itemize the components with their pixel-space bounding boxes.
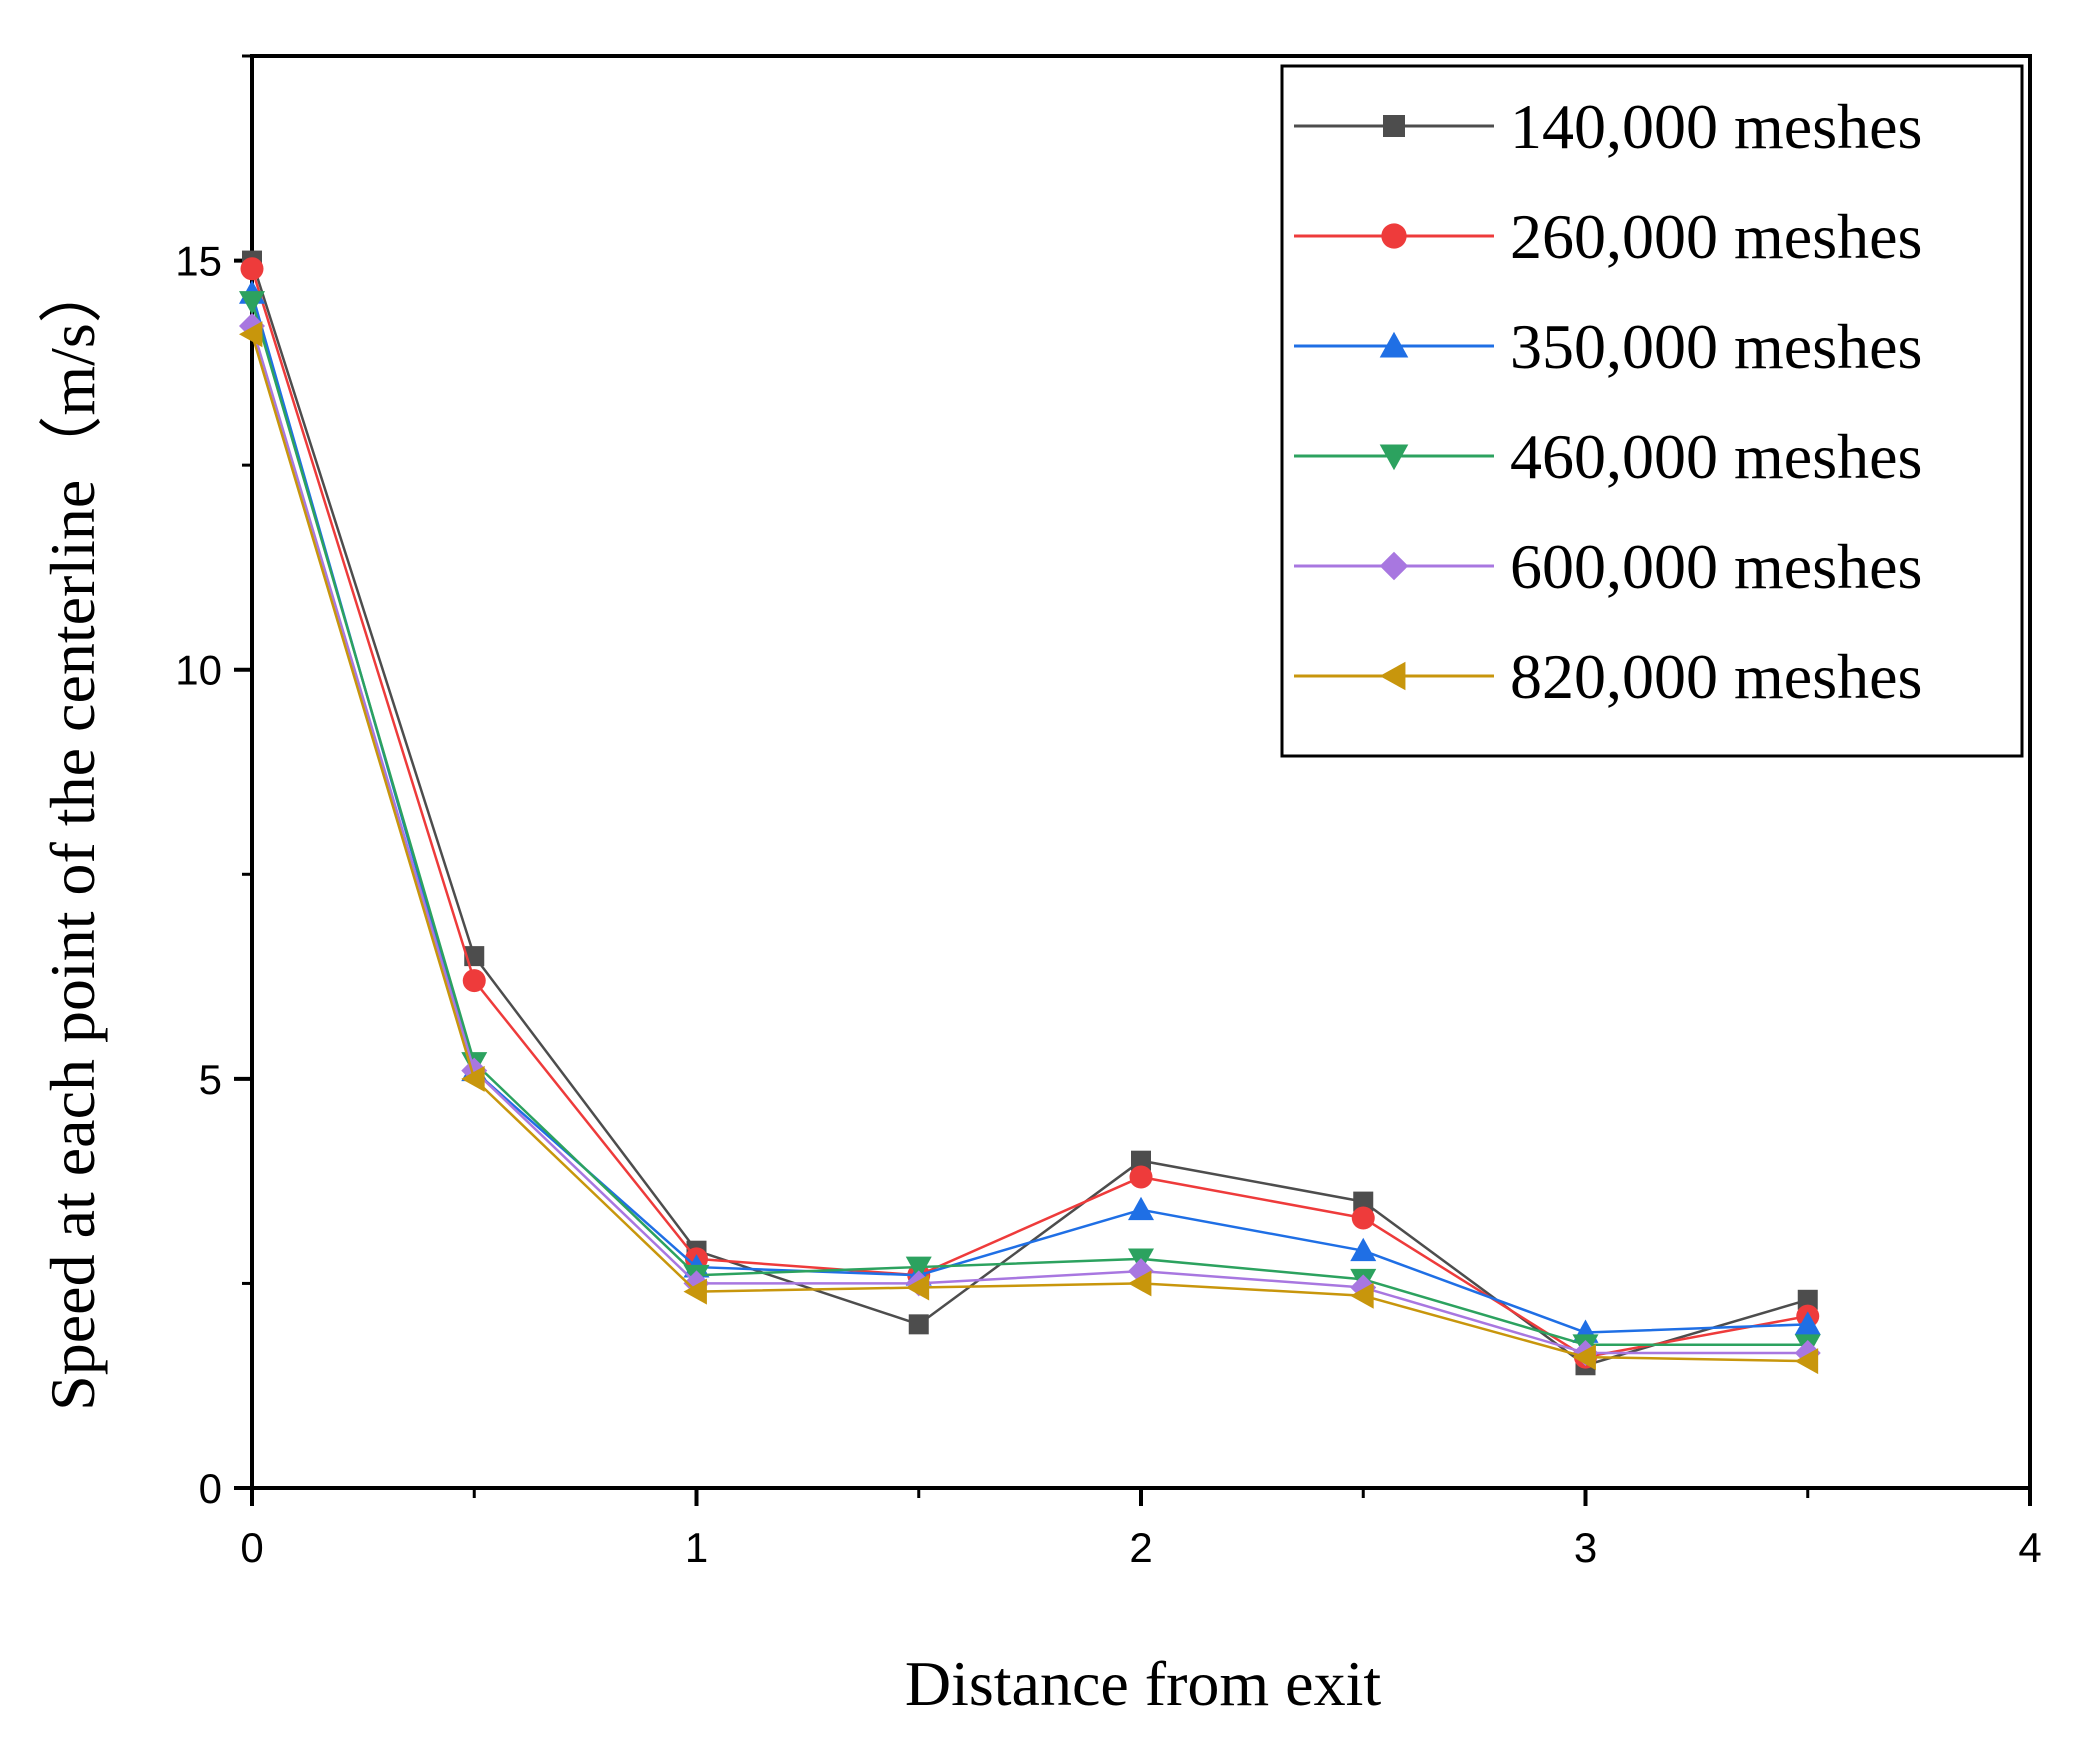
data-point — [1129, 1165, 1153, 1189]
data-point — [1797, 1289, 1818, 1310]
data-point — [1794, 1348, 1819, 1375]
legend-box — [1280, 64, 2024, 758]
y-tick-label: 5 — [199, 1056, 222, 1103]
data-point — [1572, 1344, 1596, 1371]
legend-label: 350,000 meshes — [1510, 311, 1922, 382]
data-point — [239, 291, 265, 315]
series-line — [250, 325, 1808, 1355]
y-axis-title: Speed at each point of the centerline（m/… — [37, 259, 108, 1411]
series-6 — [239, 321, 1819, 1375]
legend-marker — [1379, 551, 1409, 581]
data-point — [1350, 1237, 1377, 1262]
legend-marker — [1379, 661, 1406, 691]
data-point — [1794, 1311, 1821, 1335]
legend: 140,000 meshes 260,000 meshes 350,000 mesh… — [1280, 64, 2024, 758]
x-tick-label: 4 — [2018, 1524, 2041, 1571]
legend-label: 600,000 meshes — [1510, 531, 1922, 602]
legend-item: 350,000 meshes — [1294, 311, 1922, 382]
legend-label: 820,000 meshes — [1510, 641, 1922, 712]
series-line — [250, 292, 1808, 1334]
x-tick-label: 3 — [1574, 1524, 1597, 1571]
legend-item: 820,000 meshes — [1294, 641, 1922, 712]
data-point — [1131, 1150, 1151, 1171]
data-point — [1350, 1282, 1374, 1309]
legend-item: 600,000 meshes — [1294, 531, 1922, 602]
data-point — [240, 257, 264, 281]
x-axis-title: Distance from exit — [905, 1648, 1382, 1719]
legend-marker — [1381, 223, 1407, 249]
series-group — [239, 250, 1821, 1376]
data-point — [239, 321, 263, 348]
series-line — [250, 333, 1808, 1363]
x-tick-label: 2 — [1129, 1524, 1152, 1571]
data-point — [1351, 1206, 1375, 1230]
data-point — [1353, 1191, 1374, 1212]
series-line — [250, 301, 1808, 1347]
legend-marker — [1383, 115, 1405, 137]
data-point — [461, 1065, 485, 1092]
x-tick-label: 1 — [685, 1524, 708, 1571]
y-tick-label: 0 — [199, 1465, 222, 1512]
data-point — [1128, 1270, 1152, 1297]
data-point — [1128, 1196, 1154, 1221]
data-point — [908, 1314, 929, 1335]
y-tick-label: 15 — [175, 238, 222, 285]
legend-item: 460,000 meshes — [1294, 421, 1922, 492]
data-point — [683, 1278, 707, 1305]
legend-item: 140,000 meshes — [1294, 91, 1922, 162]
legend-label: 460,000 meshes — [1510, 421, 1922, 492]
legend-marker — [1379, 331, 1409, 358]
data-point — [905, 1256, 932, 1281]
legend-label: 140,000 meshes — [1510, 91, 1922, 162]
x-tick-label: 0 — [240, 1524, 263, 1571]
legend-marker — [1379, 444, 1409, 471]
data-point — [905, 1274, 930, 1301]
legend-label: 260,000 meshes — [1510, 201, 1922, 272]
axes: 0 1 2 3 4 0 5 10 15 — [175, 54, 2042, 1571]
y-tick-label: 10 — [175, 647, 222, 694]
legend-item: 260,000 meshes — [1294, 201, 1922, 272]
data-point — [462, 969, 486, 993]
